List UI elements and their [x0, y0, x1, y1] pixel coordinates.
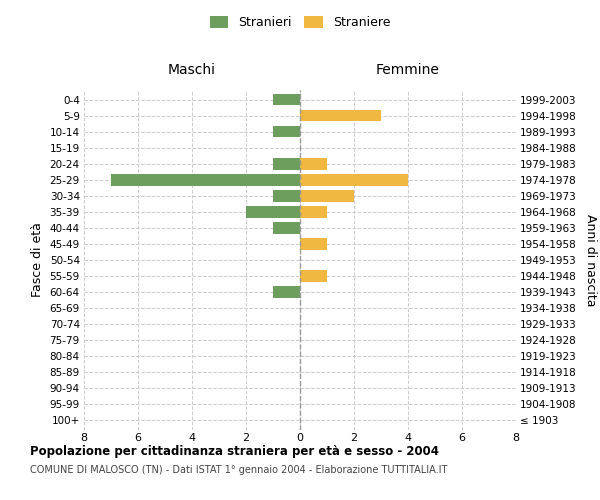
- Bar: [111, 174, 300, 186]
- Bar: [300, 270, 327, 282]
- Y-axis label: Fasce di età: Fasce di età: [31, 222, 44, 298]
- Y-axis label: Anni di nascita: Anni di nascita: [584, 214, 597, 306]
- Text: Maschi: Maschi: [168, 63, 216, 77]
- Text: COMUNE DI MALOSCO (TN) - Dati ISTAT 1° gennaio 2004 - Elaborazione TUTTITALIA.IT: COMUNE DI MALOSCO (TN) - Dati ISTAT 1° g…: [30, 465, 448, 475]
- Bar: [273, 190, 300, 202]
- Bar: [273, 126, 300, 138]
- Bar: [273, 94, 300, 106]
- Bar: [300, 206, 327, 218]
- Bar: [273, 158, 300, 170]
- Bar: [273, 286, 300, 298]
- Legend: Stranieri, Straniere: Stranieri, Straniere: [205, 11, 395, 34]
- Text: Femmine: Femmine: [376, 63, 440, 77]
- Bar: [300, 174, 408, 186]
- Bar: [300, 110, 381, 122]
- Bar: [300, 190, 354, 202]
- Text: Popolazione per cittadinanza straniera per età e sesso - 2004: Popolazione per cittadinanza straniera p…: [30, 445, 439, 458]
- Bar: [300, 238, 327, 250]
- Bar: [300, 158, 327, 170]
- Bar: [273, 222, 300, 234]
- Bar: [246, 206, 300, 218]
